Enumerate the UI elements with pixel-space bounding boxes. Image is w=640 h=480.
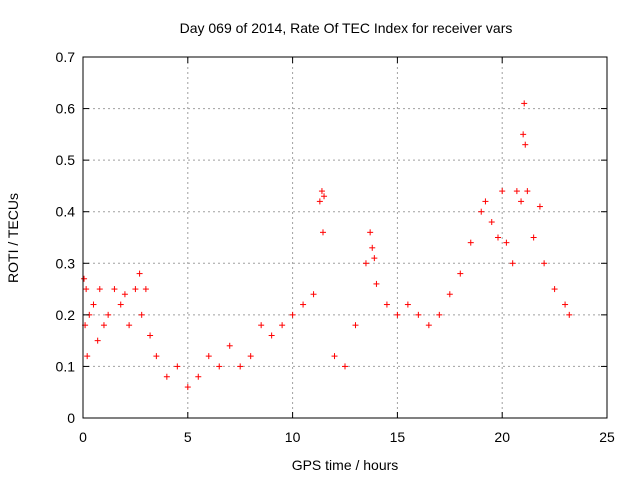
x-tick-label: 15 — [390, 429, 406, 445]
data-point — [237, 363, 244, 370]
data-point — [300, 301, 307, 308]
data-point — [96, 286, 103, 293]
data-point — [436, 311, 443, 318]
data-point — [488, 219, 495, 226]
data-point — [184, 384, 191, 391]
data-point — [316, 198, 323, 205]
y-tick-label: 0.1 — [56, 358, 76, 374]
y-tick-label: 0.2 — [56, 307, 76, 323]
data-point — [121, 291, 128, 298]
data-point — [174, 363, 181, 370]
data-point — [138, 311, 145, 318]
data-point — [84, 353, 91, 360]
data-point — [111, 286, 118, 293]
data-point — [100, 322, 107, 329]
data-point — [383, 301, 390, 308]
data-point — [509, 260, 516, 267]
data-point — [482, 198, 489, 205]
x-tick-label: 5 — [184, 429, 192, 445]
y-tick-label: 0 — [67, 410, 75, 426]
x-tick-label: 20 — [494, 429, 510, 445]
data-point — [415, 311, 422, 318]
data-point — [467, 239, 474, 246]
data-point — [226, 342, 233, 349]
data-point — [163, 373, 170, 380]
data-point — [352, 322, 359, 329]
data-point — [520, 131, 527, 138]
y-tick-label: 0.7 — [56, 49, 76, 65]
data-points — [81, 100, 573, 391]
data-point — [369, 244, 376, 251]
data-point — [522, 141, 529, 148]
data-point — [126, 322, 133, 329]
data-point — [90, 301, 97, 308]
data-point — [205, 353, 212, 360]
data-point — [331, 353, 338, 360]
data-point — [310, 291, 317, 298]
data-point — [342, 363, 348, 370]
x-axis-title: GPS time / hours — [292, 457, 399, 473]
data-point — [94, 337, 101, 344]
data-point — [499, 188, 506, 195]
y-axis-title: ROTI / TECUs — [5, 193, 21, 283]
data-point — [562, 301, 569, 308]
data-point — [153, 353, 160, 360]
data-point — [566, 311, 573, 318]
data-point — [321, 193, 328, 200]
y-tick-label: 0.4 — [56, 204, 76, 220]
data-point — [258, 322, 265, 329]
data-point — [81, 275, 88, 282]
data-point — [83, 286, 90, 293]
data-point — [478, 208, 485, 215]
data-point — [268, 332, 275, 339]
y-tick-label: 0.5 — [56, 152, 76, 168]
data-point — [530, 234, 537, 241]
data-point — [367, 229, 374, 236]
data-point — [536, 203, 543, 210]
data-point — [132, 286, 139, 293]
data-point — [551, 286, 558, 293]
data-point — [371, 255, 378, 262]
data-point — [318, 188, 325, 195]
data-point — [362, 260, 369, 267]
data-point — [142, 286, 149, 293]
data-point — [289, 311, 296, 318]
data-point — [279, 322, 286, 329]
data-point — [521, 100, 528, 107]
plot-frame — [82, 56, 608, 419]
data-point — [195, 373, 202, 380]
data-point — [541, 260, 548, 267]
chart-title: Day 069 of 2014, Rate Of TEC Index for r… — [180, 20, 513, 36]
data-point — [495, 234, 502, 241]
data-point — [524, 188, 531, 195]
data-point — [216, 363, 223, 370]
data-point — [457, 270, 464, 277]
data-point — [446, 291, 453, 298]
data-point — [319, 229, 326, 236]
data-point — [373, 280, 380, 287]
x-tick-label: 25 — [599, 429, 615, 445]
y-tick-label: 0.3 — [56, 255, 76, 271]
data-point — [147, 332, 154, 339]
data-point — [117, 301, 124, 308]
data-point — [247, 353, 254, 360]
data-point — [404, 301, 411, 308]
data-point — [513, 188, 520, 195]
data-point — [136, 270, 143, 277]
x-tick-label: 10 — [285, 429, 301, 445]
data-point — [105, 311, 112, 318]
data-point — [503, 239, 510, 246]
data-point — [518, 198, 525, 205]
data-point — [425, 322, 432, 329]
x-tick-label: 0 — [79, 429, 87, 445]
data-point — [394, 311, 401, 318]
y-tick-label: 0.6 — [56, 101, 76, 117]
